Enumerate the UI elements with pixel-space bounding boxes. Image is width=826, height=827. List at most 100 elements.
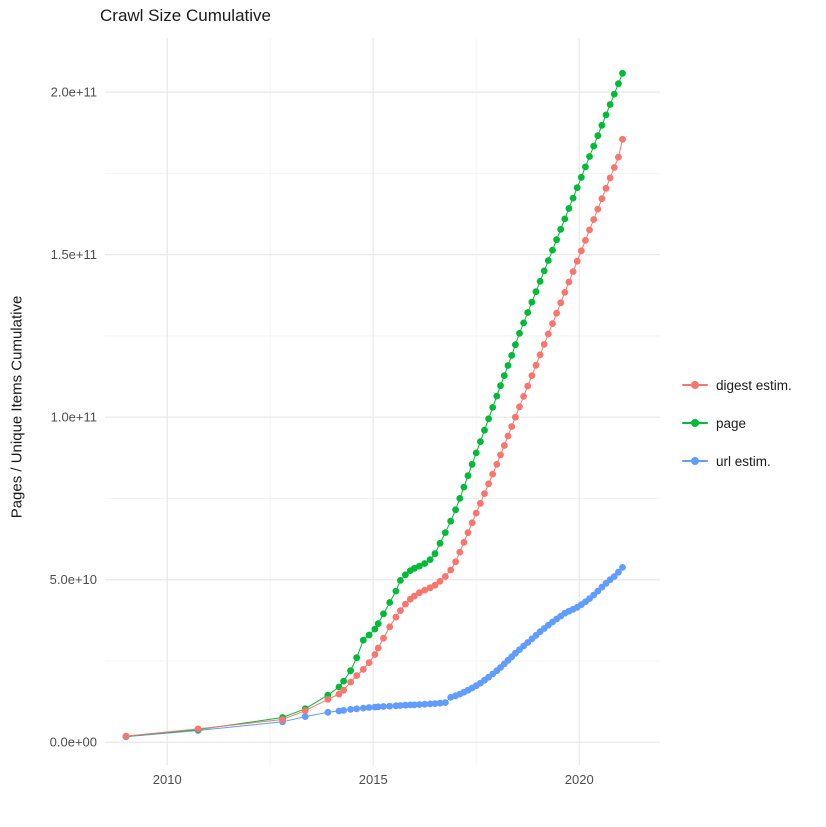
series-url-estim: [122, 564, 626, 741]
data-point: [411, 701, 418, 709]
data-point: [340, 677, 347, 685]
data-point: [500, 372, 508, 379]
data-point: [386, 702, 394, 710]
data-point: [353, 672, 361, 679]
data-point: [324, 708, 332, 716]
x-tick-label: 2015: [359, 772, 388, 787]
data-point: [520, 319, 527, 327]
legend-key-icon: [682, 452, 708, 470]
data-point: [421, 560, 429, 567]
data-point: [481, 426, 488, 434]
data-point: [561, 215, 569, 223]
data-point: [380, 610, 387, 618]
data-point: [573, 257, 581, 265]
data-point: [374, 703, 382, 711]
data-point: [441, 699, 449, 706]
data-point: [602, 184, 610, 192]
data-point: [340, 707, 347, 714]
data-point: [347, 678, 354, 686]
data-point: [497, 382, 504, 390]
data-point: [500, 442, 508, 449]
data-point: [497, 451, 504, 459]
data-point: [421, 700, 429, 708]
data-point: [619, 564, 626, 571]
legend-item-url-estim: url estim.: [682, 442, 792, 480]
data-point: [553, 309, 560, 317]
data-point: [380, 634, 387, 642]
data-point: [602, 111, 610, 119]
series-page: [122, 69, 626, 740]
data-point: [472, 449, 480, 457]
data-point: [122, 732, 130, 740]
data-point: [590, 142, 598, 150]
data-point: [561, 289, 569, 296]
data-point: [569, 268, 577, 275]
data-point: [392, 613, 400, 621]
x-tick-label: 2010: [153, 772, 182, 787]
legend-dot: [691, 419, 699, 427]
data-point: [397, 702, 404, 709]
series-line-digest-estim: [125, 139, 623, 737]
data-point: [374, 644, 382, 652]
y-tick-label: 5.0e+10: [50, 572, 97, 587]
data-point: [577, 173, 585, 181]
data-point: [610, 164, 618, 171]
data-point: [565, 278, 573, 286]
data-point: [464, 529, 472, 536]
data-point: [606, 174, 614, 182]
data-point: [485, 480, 492, 488]
y-tick-label: 0.0e+00: [50, 735, 97, 750]
data-point: [528, 298, 536, 306]
data-point: [504, 432, 512, 440]
data-point: [508, 423, 516, 430]
data-point: [436, 539, 444, 547]
data-point: [347, 667, 354, 675]
data-point: [524, 309, 532, 316]
data-point: [416, 701, 423, 708]
data-point: [426, 556, 434, 563]
data-point: [441, 573, 449, 580]
data-point: [536, 277, 544, 285]
data-point: [447, 517, 455, 525]
data-point: [557, 225, 565, 233]
data-point: [456, 495, 464, 502]
data-point: [532, 361, 540, 369]
data-point: [402, 600, 409, 608]
data-point: [380, 703, 387, 710]
plot-title: Crawl Size Cumulative: [100, 6, 271, 25]
data-point: [416, 589, 423, 597]
data-point: [371, 625, 379, 633]
y-axis-title: Pages / Unique Items Cumulative: [8, 295, 26, 519]
data-point: [447, 566, 455, 574]
data-point: [353, 705, 361, 713]
data-point: [590, 216, 598, 223]
data-point: [468, 460, 476, 468]
legend-dot: [691, 457, 699, 465]
data-point: [353, 654, 361, 662]
data-point: [569, 194, 577, 202]
y-tick-label: 2.0e+11: [51, 85, 97, 100]
y-tick-label: 1.0e+11: [51, 410, 97, 425]
data-point: [485, 415, 492, 423]
data-point: [421, 586, 429, 594]
data-point: [397, 577, 404, 584]
data-point: [411, 592, 418, 600]
x-tick-label: 2020: [565, 772, 594, 787]
data-point: [606, 101, 614, 108]
data-point: [371, 651, 379, 658]
data-point: [477, 499, 484, 507]
data-point: [194, 725, 202, 733]
data-point: [504, 362, 512, 369]
data-point: [594, 132, 602, 140]
data-point: [301, 713, 309, 720]
data-point: [359, 636, 367, 644]
legend-item-page: page: [682, 404, 792, 442]
data-point: [536, 351, 544, 359]
data-point: [468, 519, 476, 527]
data-point: [586, 153, 593, 160]
data-point: [324, 695, 332, 703]
data-point: [374, 620, 382, 627]
data-point: [582, 163, 589, 171]
data-point: [557, 299, 565, 307]
